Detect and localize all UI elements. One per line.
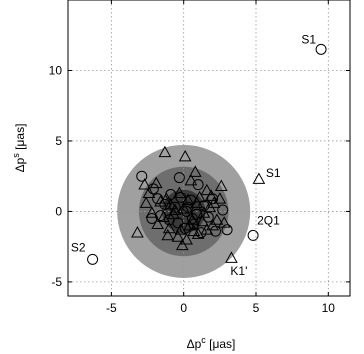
data-point-circle bbox=[146, 212, 158, 224]
data-point-triangle bbox=[180, 233, 193, 245]
data-point-triangle bbox=[178, 149, 192, 162]
data-point-triangle bbox=[167, 207, 180, 220]
data-point-circle bbox=[136, 170, 148, 182]
annotation-label: K1' bbox=[230, 264, 247, 278]
data-point-triangle bbox=[191, 227, 205, 239]
data-point-triangle bbox=[200, 183, 214, 196]
data-point-circle bbox=[181, 205, 193, 217]
x-tick-label: -5 bbox=[106, 301, 117, 315]
annotation-label: S2 bbox=[71, 240, 86, 254]
data-point-triangle bbox=[196, 214, 209, 227]
data-point-triangle bbox=[252, 172, 266, 184]
data-point-triangle bbox=[181, 193, 195, 206]
data-point-triangle bbox=[210, 213, 224, 225]
data-point-triangle bbox=[197, 206, 211, 218]
data-point-triangle bbox=[190, 196, 204, 208]
data-point-triangle bbox=[138, 178, 151, 190]
data-point-triangle bbox=[139, 196, 153, 208]
data-point-circle bbox=[247, 229, 259, 241]
data-point-triangle bbox=[200, 223, 214, 235]
data-point-circle bbox=[87, 253, 99, 265]
data-point-circle bbox=[152, 193, 164, 205]
data-point-triangle bbox=[157, 210, 170, 222]
x-tick-label: 10 bbox=[322, 301, 336, 315]
data-point-triangle bbox=[187, 224, 201, 237]
x-tick-label: 5 bbox=[253, 301, 260, 315]
data-point-triangle bbox=[154, 195, 167, 207]
annotation-label: 2Q1 bbox=[257, 213, 280, 227]
data-point-triangle bbox=[225, 251, 238, 263]
data-point-circle bbox=[179, 222, 191, 234]
y-axis-label: Δps [μas] bbox=[11, 124, 27, 173]
data-point-triangle bbox=[171, 230, 185, 242]
data-point-triangle bbox=[184, 173, 198, 186]
data-point-triangle bbox=[177, 202, 191, 214]
data-point-triangle bbox=[183, 218, 196, 231]
data-point-triangle bbox=[142, 186, 156, 199]
y-tick-label: 0 bbox=[55, 204, 62, 218]
data-point-triangle bbox=[213, 192, 227, 204]
data-point-triangle bbox=[214, 179, 228, 191]
data-point-circle bbox=[191, 208, 203, 220]
plot-frame bbox=[67, 0, 351, 297]
data-point-circle bbox=[173, 172, 185, 184]
annotations: S1 S1 2Q1 S2 K1' bbox=[71, 32, 316, 278]
data-point-circle bbox=[315, 43, 327, 55]
data-point-circle bbox=[221, 224, 233, 236]
data-point-circle bbox=[159, 198, 171, 210]
y-tick-label: 5 bbox=[55, 134, 62, 148]
data-point-circle bbox=[185, 194, 197, 206]
data-point-triangle bbox=[203, 200, 217, 213]
data-point-triangle bbox=[151, 217, 165, 230]
tick-labels: -5 0 5 10 -5 0 5 10 bbox=[49, 63, 336, 315]
axis-ticks bbox=[68, 0, 350, 296]
annotation-label: S1 bbox=[266, 166, 281, 180]
triangle-markers bbox=[131, 145, 266, 263]
data-point-triangle bbox=[175, 238, 189, 251]
data-point-circle bbox=[172, 217, 184, 229]
data-point-triangle bbox=[131, 226, 144, 238]
x-axis-label: Δpc [μas] bbox=[187, 335, 236, 351]
data-point-triangle bbox=[204, 189, 218, 201]
data-point-triangle bbox=[207, 196, 221, 208]
data-point-triangle bbox=[217, 216, 231, 228]
data-point-triangle bbox=[188, 165, 202, 177]
annotation-label: S1 bbox=[301, 32, 316, 46]
y-tick-label: 10 bbox=[49, 63, 63, 77]
x-tick-label: 0 bbox=[180, 301, 187, 315]
y-tick-label: -5 bbox=[51, 275, 62, 289]
data-point-triangle bbox=[174, 223, 188, 235]
data-point-triangle bbox=[173, 186, 186, 199]
data-point-circle bbox=[217, 204, 229, 216]
data-point-triangle bbox=[159, 192, 173, 204]
data-point-triangle bbox=[164, 197, 178, 210]
data-point-triangle bbox=[158, 145, 172, 158]
data-point-triangle bbox=[168, 203, 182, 215]
data-point-triangle bbox=[145, 206, 159, 218]
data-point-triangle bbox=[161, 228, 175, 241]
data-point-triangle bbox=[149, 176, 163, 189]
data-point-triangle bbox=[206, 218, 219, 231]
